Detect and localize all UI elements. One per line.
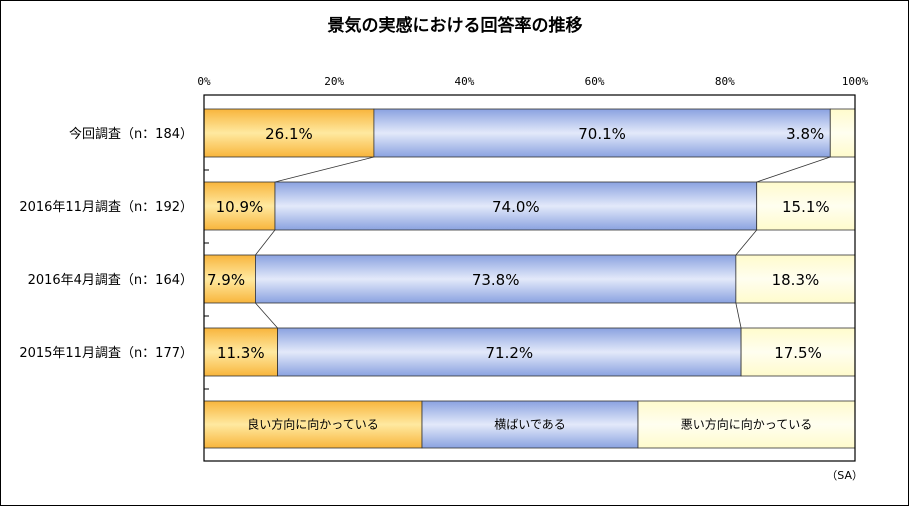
x-tick-label: 100% bbox=[842, 75, 869, 88]
data-label: 18.3% bbox=[772, 271, 820, 289]
x-tick-label: 0% bbox=[197, 75, 211, 88]
data-label: 74.0% bbox=[492, 198, 540, 216]
legend-label: 悪い方向に向かっている bbox=[681, 417, 812, 432]
plot-area bbox=[203, 94, 856, 462]
legend-swatch bbox=[637, 400, 856, 449]
bar-segment bbox=[203, 254, 256, 304]
legend-swatch bbox=[203, 400, 423, 449]
category-label: 2015年11月調査（n：177） bbox=[19, 346, 193, 361]
data-label: 70.1% bbox=[578, 125, 626, 143]
series-lines bbox=[255, 156, 831, 329]
bar-segment bbox=[756, 181, 856, 231]
data-label: 73.8% bbox=[472, 271, 520, 289]
series-line bbox=[255, 229, 276, 256]
series-line bbox=[735, 229, 758, 256]
series-line bbox=[756, 156, 831, 183]
y-axis-tick-marks bbox=[204, 94, 209, 462]
bar-segment bbox=[277, 327, 742, 377]
x-axis-ticks: 0% 20% 40% 60% 80% 100% bbox=[197, 75, 868, 88]
category-label: 2016年4月調査（n：164） bbox=[28, 273, 193, 288]
bar-segment bbox=[829, 108, 856, 158]
x-tick-label: 20% bbox=[324, 75, 344, 88]
x-tick-label: 40% bbox=[454, 75, 474, 88]
series-line bbox=[255, 302, 278, 329]
data-label: 26.1% bbox=[265, 125, 313, 143]
data-label: 15.1% bbox=[782, 198, 830, 216]
data-label: 71.2% bbox=[485, 344, 533, 362]
bar-segment bbox=[203, 327, 278, 377]
bar-segment bbox=[735, 254, 856, 304]
bar-segment bbox=[274, 181, 758, 231]
category-label: 今回調査（n：184） bbox=[69, 126, 193, 142]
data-label: 11.3% bbox=[217, 344, 265, 362]
data-label: 7.9% bbox=[207, 271, 245, 289]
bar-segment bbox=[203, 108, 375, 158]
legend-swatch bbox=[421, 400, 639, 449]
data-label: 10.9% bbox=[216, 198, 264, 216]
x-tick-label: 60% bbox=[585, 75, 605, 88]
sa-note: （SA） bbox=[826, 469, 863, 482]
bar-segment bbox=[740, 327, 856, 377]
data-label: 3.8% bbox=[786, 125, 824, 143]
legend-label: 横ばいである bbox=[494, 418, 566, 432]
category-label: 2016年11月調査（n：192） bbox=[19, 200, 193, 215]
legend: 良い方向に向かっている 横ばいである 悪い方向に向かっている bbox=[203, 400, 856, 449]
category-labels: 今回調査（n：184） 2016年11月調査（n：192） 2016年4月調査（n：… bbox=[19, 126, 193, 361]
series-line bbox=[735, 302, 742, 329]
legend-label: 良い方向に向かっている bbox=[247, 417, 378, 432]
x-tick-label: 80% bbox=[715, 75, 735, 88]
bar-segment bbox=[255, 254, 737, 304]
data-label: 17.5% bbox=[774, 344, 822, 362]
series-line bbox=[274, 156, 375, 183]
chart-title: 景気の実感における回答率の推移 bbox=[328, 15, 583, 36]
bars: 26.1% 70.1% 3.8% 10.9% 74.0% 15.1% 7.9% 73.8% 18… bbox=[203, 108, 856, 377]
